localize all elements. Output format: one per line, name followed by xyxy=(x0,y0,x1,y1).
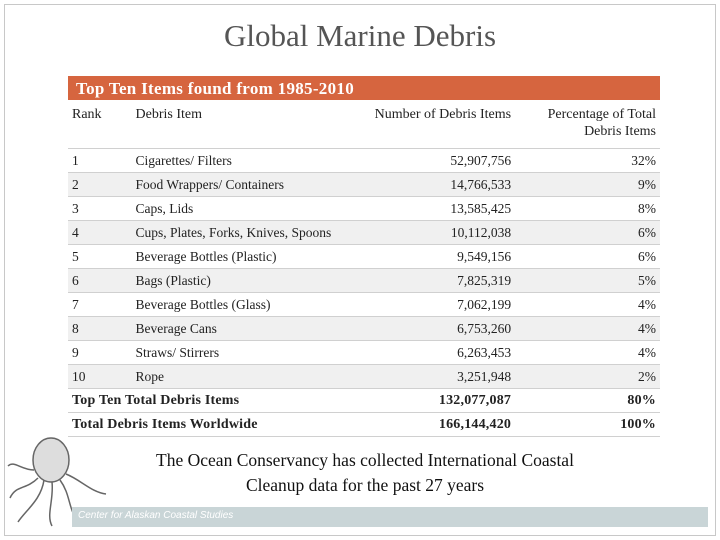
total-row: Top Ten Total Debris Items 132,077,087 80% xyxy=(68,388,660,413)
table-cell: 52,907,756 xyxy=(363,148,516,173)
table-cell: 6% xyxy=(515,244,660,269)
table-cell: 13,585,425 xyxy=(363,196,516,221)
table-cell: Cups, Plates, Forks, Knives, Spoons xyxy=(131,220,364,245)
table-row: 5 Beverage Bottles (Plastic) 9,549,156 6% xyxy=(68,244,660,269)
header-row: Rank Debris Item Number of Debris Items Per… xyxy=(68,101,660,149)
debris-table: Rank Debris Item Number of Debris Items Per… xyxy=(68,101,660,437)
table-caption: Top Ten Items found from 1985-2010 xyxy=(68,76,660,100)
column-header: Number of Debris Items xyxy=(363,101,516,149)
table-cell: 4% xyxy=(515,340,660,365)
slide-title: Global Marine Debris xyxy=(223,18,497,53)
table-cell: 9% xyxy=(515,172,660,197)
table-cell: Bags (Plastic) xyxy=(131,268,364,293)
slide-frame xyxy=(4,4,716,536)
table-cell: 1 xyxy=(68,148,132,173)
table-row: 4 Cups, Plates, Forks, Knives, Spoons 10,1… xyxy=(68,220,660,245)
table-cell: 14,766,533 xyxy=(363,172,516,197)
table-cell: 8 xyxy=(68,316,132,341)
table-row: 10 Rope 3,251,948 2% xyxy=(68,364,660,389)
table-cell: 10,112,038 xyxy=(363,220,516,245)
footer-text: Center for Alaskan Coastal Studies xyxy=(78,510,234,521)
total-row: Total Debris Items Worldwide 166,144,420 1… xyxy=(68,412,660,437)
table-cell: Straws/ Stirrers xyxy=(131,340,364,365)
octopus-illustration xyxy=(7,437,107,527)
table-cell: 4% xyxy=(515,292,660,317)
table-row: 2 Food Wrappers/ Containers 14,766,533 9% xyxy=(68,172,660,197)
table-cell: 32% xyxy=(515,148,660,173)
table-cell: 2% xyxy=(515,364,660,389)
table-row: 7 Beverage Bottles (Glass) 7,062,199 4% xyxy=(68,292,660,317)
table-cell: 9 xyxy=(68,340,132,365)
table-cell: 3,251,948 xyxy=(363,364,516,389)
table-row: 3 Caps, Lids 13,585,425 8% xyxy=(68,196,660,221)
footer-bar xyxy=(72,507,708,527)
table-cell: Rope xyxy=(131,364,364,389)
table-cell: 5 xyxy=(68,244,132,269)
total-cell: 100% xyxy=(515,412,660,437)
table-cell: 9,549,156 xyxy=(363,244,516,269)
table-cell: 5% xyxy=(515,268,660,293)
table-cell: 6,263,453 xyxy=(363,340,516,365)
table-row: 8 Beverage Cans 6,753,260 4% xyxy=(68,316,660,341)
table-cell: 6% xyxy=(515,220,660,245)
table-cell: 8% xyxy=(515,196,660,221)
column-header: Percentage of Total Debris Items xyxy=(515,101,660,149)
table-row: 9 Straws/ Stirrers 6,263,453 4% xyxy=(68,340,660,365)
table-cell: 6 xyxy=(68,268,132,293)
table-cell: Beverage Cans xyxy=(131,316,364,341)
table-cell: Cigarettes/ Filters xyxy=(131,148,364,173)
table-cell: Caps, Lids xyxy=(131,196,364,221)
table-row: 6 Bags (Plastic) 7,825,319 5% xyxy=(68,268,660,293)
table-cell: 7,825,319 xyxy=(363,268,516,293)
total-cell: Top Ten Total Debris Items xyxy=(68,388,364,413)
table-cell: 4 xyxy=(68,220,132,245)
column-header: Debris Item xyxy=(131,101,364,149)
table-cell: Beverage Bottles (Glass) xyxy=(131,292,364,317)
table-cell: 4% xyxy=(515,316,660,341)
table-cell: 6,753,260 xyxy=(363,316,516,341)
table-cell: Beverage Bottles (Plastic) xyxy=(131,244,364,269)
table-row: 1 Cigarettes/ Filters 52,907,756 32% xyxy=(68,148,660,173)
total-cell: 80% xyxy=(515,388,660,413)
table-cell: 10 xyxy=(68,364,132,389)
total-cell: 166,144,420 xyxy=(363,412,516,437)
table-cell: Food Wrappers/ Containers xyxy=(131,172,364,197)
table-cell: 3 xyxy=(68,196,132,221)
table-cell: 7,062,199 xyxy=(363,292,516,317)
total-cell: Total Debris Items Worldwide xyxy=(68,412,364,437)
column-header: Rank xyxy=(68,101,132,149)
table-cell: 7 xyxy=(68,292,132,317)
total-cell: 132,077,087 xyxy=(363,388,516,413)
table-cell: 2 xyxy=(68,172,132,197)
note: The Ocean Conservancy has collected Inte… xyxy=(156,450,574,495)
